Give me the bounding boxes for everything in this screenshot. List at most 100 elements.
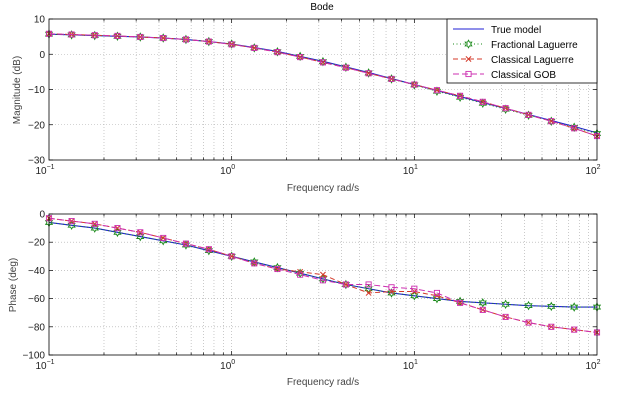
magnitude-classical-gob-line xyxy=(48,33,598,137)
phase-classical-gob-marker xyxy=(114,225,121,232)
phase-series-true-model xyxy=(48,221,597,308)
phase-classical-gob-marker xyxy=(411,285,418,292)
phase-xtick-label: 102 xyxy=(585,359,600,372)
magnitude-ytick-label: −20 xyxy=(28,120,45,131)
magnitude-classical-gob-marker xyxy=(182,36,190,43)
phase-xlabel: Frequency rad/s xyxy=(287,377,359,388)
magnitude-classical-laguerre-marker xyxy=(319,59,326,66)
magnitude-ytick-label: 10 xyxy=(34,15,46,26)
magnitude-xtick-label: 10−1 xyxy=(35,164,54,177)
phase-fractional-laguerre-marker xyxy=(410,291,419,301)
phase-ytick-label: −60 xyxy=(28,294,45,305)
phase-classical-gob-marker xyxy=(251,260,258,267)
magnitude-fractional-laguerre-marker xyxy=(273,47,282,57)
phase-fractional-laguerre-marker xyxy=(113,227,122,238)
phase-classical-gob-marker xyxy=(457,299,464,306)
magnitude-classical-gob-marker xyxy=(251,44,258,51)
magnitude-classical-gob-marker xyxy=(502,105,509,112)
magnitude-fractional-laguerre-marker xyxy=(204,36,213,47)
magnitude-classical-laguerre-marker xyxy=(548,118,555,125)
phase-ytick-label: 0 xyxy=(39,210,45,221)
magnitude-fractional-laguerre-marker xyxy=(387,74,396,84)
magnitude-ytick-label: −30 xyxy=(28,156,45,167)
magnitude-fractional-laguerre-marker xyxy=(524,110,533,120)
phase-fractional-laguerre-marker xyxy=(227,251,236,262)
phase-classical-gob-marker xyxy=(228,253,235,260)
magnitude-classical-gob-marker xyxy=(365,70,372,77)
phase-fractional-laguerre-marker xyxy=(570,302,579,312)
magnitude-ytick-label: −10 xyxy=(28,85,45,96)
magnitude-classical-gob-marker xyxy=(160,34,167,42)
phase-series-classical-laguerre xyxy=(46,215,600,336)
phase-xtick-label: 10−1 xyxy=(35,359,54,372)
magnitude-fractional-laguerre-marker xyxy=(341,62,351,73)
legend-label-classical-laguerre: Classical Laguerre xyxy=(491,55,574,66)
legend: True model Fractional Laguerre Classical… xyxy=(446,18,598,84)
magnitude-xtick-label: 100 xyxy=(220,164,235,177)
phase-fractional-laguerre-marker xyxy=(501,299,510,310)
phase-ytick-label: −40 xyxy=(28,266,45,277)
phase-classical-gob-marker xyxy=(137,229,144,236)
magnitude-fractional-laguerre-marker xyxy=(67,30,76,40)
legend-marker-classical-laguerre xyxy=(465,56,472,62)
phase-fractional-laguerre-marker xyxy=(478,298,487,308)
magnitude-classical-laguerre-marker xyxy=(479,98,486,105)
phase-plot-frame xyxy=(48,213,598,356)
phase-classical-laguerre-marker xyxy=(114,225,121,232)
magnitude-classical-gob-marker xyxy=(479,98,486,105)
magnitude-classical-gob-marker xyxy=(457,92,464,99)
phase-series-fractional-laguerre xyxy=(44,217,602,312)
phase-ytick-label: −100 xyxy=(22,351,45,362)
phase-xtick-label: 101 xyxy=(403,359,418,372)
legend-entry-classical-laguerre: Classical Laguerre xyxy=(453,55,574,66)
magnitude-classical-laguerre-marker xyxy=(434,87,440,94)
magnitude-fractional-laguerre-marker xyxy=(113,31,122,42)
phase-classical-laguerre-marker xyxy=(228,253,235,260)
magnitude-classical-gob-marker xyxy=(228,41,235,48)
phase-fractional-laguerre-marker xyxy=(67,220,76,231)
magnitude-fractional-laguerre-marker xyxy=(90,30,99,41)
phase-classical-laguerre-marker xyxy=(571,326,578,333)
phase-classical-gob-marker xyxy=(91,220,98,227)
phase-series-classical-gob xyxy=(45,215,601,336)
phase-classical-gob-marker xyxy=(548,323,555,330)
magnitude-classical-laguerre-marker xyxy=(365,70,372,77)
phase-xtick-label: 100 xyxy=(220,359,235,372)
magnitude-classical-gob-marker xyxy=(68,31,75,38)
magnitude-classical-gob-marker xyxy=(91,32,98,39)
magnitude-fractional-laguerre-marker xyxy=(295,51,305,62)
magnitude-xtick-label: 102 xyxy=(585,164,600,177)
magnitude-classical-gob-marker xyxy=(319,59,326,66)
phase-classical-gob-marker xyxy=(433,289,441,297)
magnitude-xtick-label: 101 xyxy=(403,164,418,177)
legend-marker-classical-gob xyxy=(465,70,472,78)
phase-classical-gob-marker xyxy=(342,281,349,288)
phase-fractional-laguerre-marker xyxy=(341,279,351,290)
phase-fractional-laguerre-marker xyxy=(136,231,145,242)
phase-classical-gob-marker xyxy=(571,326,578,333)
phase-classical-gob-marker xyxy=(182,240,190,247)
phase-classical-gob-line xyxy=(48,217,598,333)
magnitude-ytick-label: 0 xyxy=(39,50,45,61)
phase-classical-gob-marker xyxy=(525,319,532,326)
legend-box xyxy=(446,18,598,84)
magnitude-classical-laguerre-marker xyxy=(160,35,167,41)
phase-fractional-laguerre-marker xyxy=(90,223,99,233)
phase-classical-gob-marker xyxy=(297,271,304,278)
phase-series xyxy=(44,215,602,336)
legend-entry-fractional-laguerre: Fractional Laguerre xyxy=(453,40,578,51)
legend-entry-classical-gob: Classical GOB xyxy=(453,70,556,81)
phase-fractional-laguerre-marker xyxy=(524,300,533,311)
magnitude-fractional-laguerre-marker xyxy=(159,33,168,43)
magnitude-classical-gob-marker xyxy=(525,111,532,118)
magnitude-fractional-laguerre-marker xyxy=(410,80,419,90)
phase-classical-gob-marker xyxy=(502,313,509,320)
phase-classical-gob-marker xyxy=(68,217,75,225)
phase-classical-laguerre-marker xyxy=(160,235,167,241)
legend-marker-fractional-laguerre xyxy=(464,39,473,49)
phase-classical-gob-marker xyxy=(160,234,167,242)
magnitude-fractional-laguerre-marker xyxy=(318,56,328,67)
magnitude-classical-laguerre-marker xyxy=(251,44,258,51)
